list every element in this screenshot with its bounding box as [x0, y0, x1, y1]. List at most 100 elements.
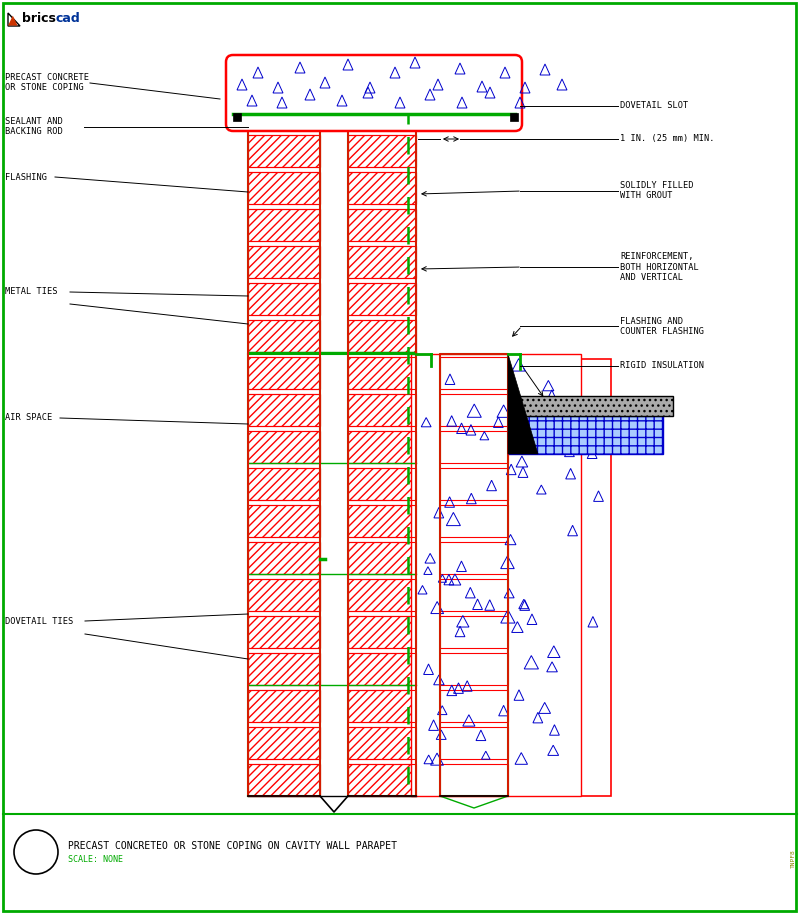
Text: AIR SPACE: AIR SPACE [5, 413, 52, 422]
Bar [440, 542, 508, 574]
Text: AND VERTICAL: AND VERTICAL [620, 272, 683, 282]
Bar [248, 357, 320, 389]
Bar [248, 468, 320, 500]
Bar [248, 579, 320, 611]
Text: WITH GROUT: WITH GROUT [620, 192, 673, 200]
Text: BOTH HORIZONTAL: BOTH HORIZONTAL [620, 262, 698, 271]
Bar [440, 505, 508, 537]
Bar [348, 616, 416, 648]
Bar [248, 505, 320, 537]
Bar [248, 246, 320, 278]
Bar [248, 320, 320, 352]
Bar [348, 542, 416, 574]
Bar [440, 542, 508, 574]
Bar [440, 690, 508, 722]
Bar [440, 616, 508, 648]
Bar [248, 542, 320, 574]
Bar [440, 394, 508, 426]
Text: RIGID INSULATION: RIGID INSULATION [620, 362, 704, 370]
Text: DOVETAIL SLOT: DOVETAIL SLOT [620, 101, 688, 111]
Text: OR STONE COPING: OR STONE COPING [5, 83, 84, 92]
Bar [440, 357, 508, 389]
Bar [440, 653, 508, 685]
Polygon shape [508, 354, 538, 454]
Bar [320, 354, 508, 796]
Bar [440, 468, 508, 500]
Bar [508, 396, 673, 416]
Text: PRECAST CONCRETEO OR STONE COPING ON CAVITY WALL PARAPET: PRECAST CONCRETEO OR STONE COPING ON CAV… [68, 841, 397, 851]
Bar [348, 653, 416, 685]
Bar [248, 690, 320, 722]
Bar [510, 113, 518, 121]
Bar [348, 431, 416, 463]
Bar [248, 431, 320, 463]
FancyBboxPatch shape [226, 55, 522, 131]
Bar [248, 283, 320, 315]
Bar [248, 246, 320, 278]
Bar [248, 505, 320, 537]
Bar [440, 690, 508, 722]
Bar [348, 320, 416, 352]
Bar [440, 505, 508, 537]
Bar [248, 209, 320, 241]
Bar [348, 320, 416, 352]
Bar [248, 172, 320, 204]
Bar [440, 764, 508, 796]
Bar [248, 616, 320, 648]
Bar [348, 468, 416, 500]
Text: FLASHING AND: FLASHING AND [620, 316, 683, 325]
Text: DOVETAIL TIES: DOVETAIL TIES [5, 617, 74, 625]
Bar [416, 359, 611, 796]
Bar [440, 579, 508, 611]
Bar [348, 209, 416, 241]
Bar [248, 690, 320, 722]
Bar [440, 431, 508, 463]
Text: METAL TIES: METAL TIES [5, 288, 58, 296]
Bar [440, 727, 508, 759]
Bar [440, 764, 508, 796]
Bar [248, 653, 320, 685]
Text: COUNTER FLASHING: COUNTER FLASHING [620, 326, 704, 335]
Text: PRECAST CONCRETE: PRECAST CONCRETE [5, 73, 89, 82]
Bar [348, 283, 416, 315]
Bar [348, 653, 416, 685]
Bar [248, 542, 320, 574]
Bar [348, 616, 416, 648]
Bar [348, 283, 416, 315]
Bar [348, 135, 416, 167]
Bar [248, 727, 320, 759]
Bar [348, 690, 416, 722]
Bar [248, 764, 320, 796]
Bar [248, 357, 320, 389]
Bar [348, 727, 416, 759]
Bar [440, 354, 508, 796]
Bar [248, 394, 320, 426]
Bar [248, 653, 320, 685]
Bar [248, 135, 320, 167]
Bar [348, 764, 416, 796]
Bar [248, 431, 320, 463]
Bar [348, 579, 416, 611]
Bar [440, 616, 508, 648]
Text: TNPF8: TNPF8 [790, 850, 795, 868]
Bar [248, 124, 320, 796]
Bar [233, 113, 241, 121]
Text: SCALE: NONE: SCALE: NONE [68, 856, 123, 865]
Text: 1 IN. (25 mm) MIN.: 1 IN. (25 mm) MIN. [620, 134, 714, 143]
Text: cad: cad [56, 13, 81, 26]
Bar [348, 124, 416, 796]
Bar [440, 394, 508, 426]
Bar [348, 505, 416, 537]
Text: BACKING ROD: BACKING ROD [5, 127, 62, 136]
Bar [348, 172, 416, 204]
Bar [248, 579, 320, 611]
Bar [411, 354, 581, 796]
Bar [248, 172, 320, 204]
Bar [348, 764, 416, 796]
Text: ▲: ▲ [8, 13, 18, 26]
Bar [348, 505, 416, 537]
Bar [348, 727, 416, 759]
Bar [348, 246, 416, 278]
Bar [348, 394, 416, 426]
Bar [248, 468, 320, 500]
